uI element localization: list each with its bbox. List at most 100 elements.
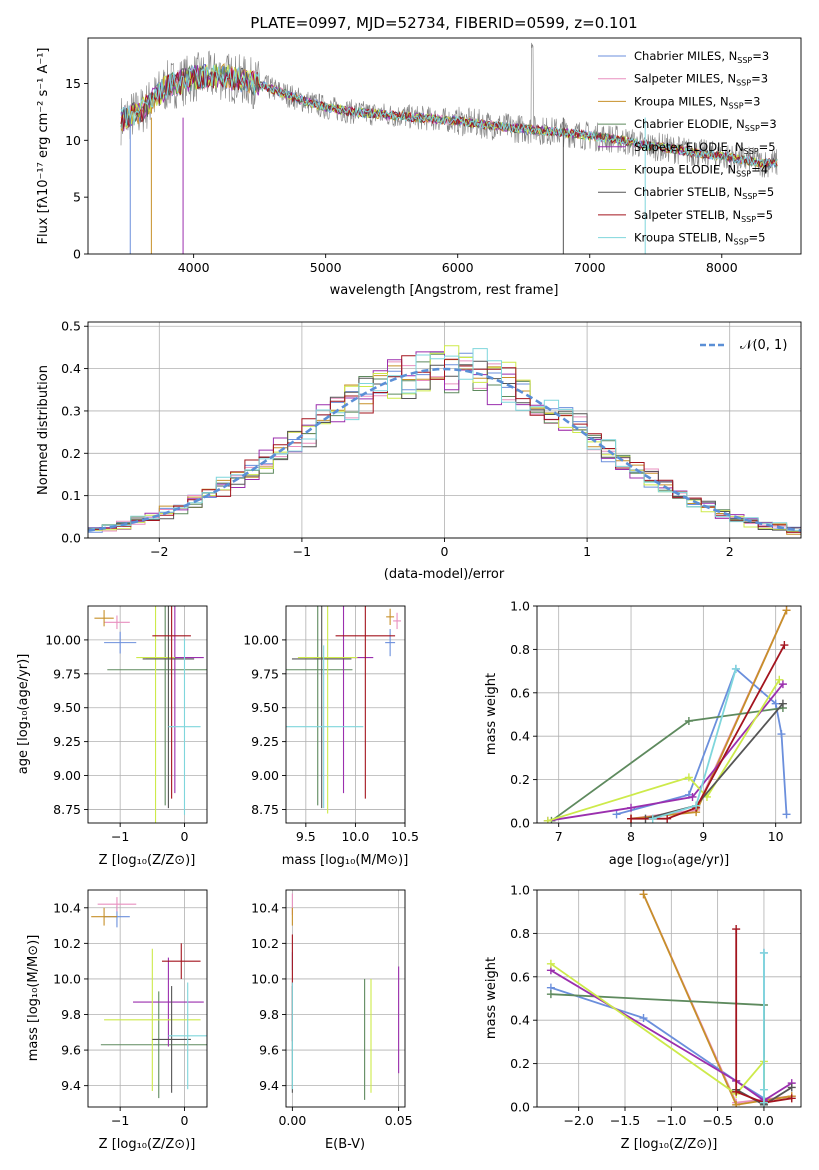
weight-marker: [732, 925, 741, 934]
legend-label-name: Kroupa STELIB, N: [634, 231, 734, 245]
legend-label-suffix: =5: [749, 231, 766, 245]
mass-extinction-x-label: E(B-V): [325, 1137, 365, 1152]
spectrum-panel: PLATE=0997, MJD=52734, FIBERID=0599, z=0…: [36, 14, 802, 298]
weight-marker: [782, 810, 791, 819]
y-tick-label: 0.2: [61, 446, 81, 461]
legend-label-name: Chabrier MILES, N: [634, 49, 737, 63]
weight-marker: [684, 773, 693, 782]
weight-marker: [648, 814, 657, 823]
legend-label-3: Kroupa MILES, NSSP=3: [634, 94, 760, 110]
weight-marker: [787, 1083, 796, 1092]
x-tick-label: −1: [293, 544, 311, 559]
legend-label-name: Kroupa ELODIE, N: [634, 163, 736, 177]
weight-age-y-label: mass weight: [484, 673, 499, 755]
x-tick-label: 4000: [178, 260, 210, 275]
y-tick-label: 0.4: [61, 361, 81, 376]
x-tick-label: 9: [699, 829, 707, 844]
y-tick-label: 5: [73, 190, 81, 205]
x-tick-label: 6000: [442, 260, 474, 275]
weight-marker: [782, 606, 791, 615]
age-vs-mass-panel: 9.5 10.0 10.5 8.75 9.00 9.25 9.50 9.75 10.00 mas…: [243, 605, 419, 868]
legend-label-9: Kroupa STELIB, NSSP=5: [634, 231, 765, 247]
legend-label-sub: SSP: [736, 170, 751, 179]
spectrum-x-label: wavelength [Angstrom, rest frame]: [330, 283, 559, 298]
x-tick-label: 0: [181, 829, 189, 844]
y-tick-label: 10.4: [251, 900, 279, 915]
legend-label-sub: SSP: [741, 215, 756, 224]
x-tick-label: 8: [627, 829, 635, 844]
age-vs-metallicity-panel: −1 0 8.75 9.00 9.25 9.50 9.75 10.00 Z [log₁₀(Z/…: [16, 605, 208, 868]
y-tick-label: 0.6: [510, 685, 530, 700]
weight-line-1: [616, 667, 788, 816]
weight-marker: [692, 801, 701, 810]
x-tick-label: 0: [441, 544, 449, 559]
y-tick-label: 9.4: [61, 1078, 81, 1093]
x-tick-label: 2: [726, 544, 734, 559]
mass-weight-vs-age-panel: 7 8 9 10 0.0 0.2 0.4 0.6 0.8 1.0 age [log₁₀(age/y…: [484, 599, 802, 868]
legend-label-name: Salpeter STELIB, N: [634, 208, 741, 222]
y-tick-label: 15: [65, 76, 81, 91]
legend-label-7: Chabrier STELIB, NSSP=5: [634, 185, 774, 201]
weight-marker: [775, 675, 784, 684]
weight-marker: [778, 680, 787, 689]
y-tick-label: 0.0: [61, 531, 81, 546]
weight-metallicity-y-label: mass weight: [484, 957, 499, 1039]
weight-marker: [663, 814, 672, 823]
weight-marker: [759, 1098, 768, 1107]
legend-label-6: Kroupa ELODIE, NSSP=4: [634, 163, 768, 179]
legend-label-suffix: =3: [760, 117, 777, 131]
weight-marker: [731, 664, 740, 673]
y-tick-label: 9.8: [259, 1007, 279, 1022]
x-tick-label: −2.0: [564, 1113, 594, 1128]
x-tick-label: 1: [583, 544, 591, 559]
y-tick-label: 0.8: [510, 926, 530, 941]
weight-line-8: [735, 929, 792, 1104]
mass-vs-metallicity-panel: −1 0 9.4 9.6 9.8 10.0 10.2 10.4 Z [log₁₀(Z/Z⊙)]…: [26, 889, 208, 1152]
legend-label-name: Salpeter MILES, N: [634, 72, 736, 86]
model-fit-line-9: [120, 65, 778, 169]
legend-label-sub: SSP: [745, 124, 760, 133]
y-tick-label: 0.3: [61, 403, 81, 418]
weight-marker: [612, 810, 621, 819]
mass-metallicity-x-label: Z [log₁₀(Z/Z⊙)]: [99, 1137, 196, 1152]
x-tick-label: −1: [111, 1113, 129, 1128]
x-tick-label: 7000: [574, 260, 606, 275]
histogram-y-label: Normed distribution: [36, 365, 51, 495]
x-tick-label: 10: [768, 829, 784, 844]
y-tick-label: 0.5: [61, 319, 81, 334]
weight-marker: [688, 792, 697, 801]
mass-metallicity-y-label: mass [log₁₀(M/M⊙)]: [26, 935, 41, 1062]
weight-marker: [684, 717, 693, 726]
x-tick-label: 0: [181, 1113, 189, 1128]
y-tick-label: 10.2: [251, 936, 279, 951]
y-tick-label: 0.8: [510, 642, 530, 657]
legend-label-8: Salpeter STELIB, NSSP=5: [634, 208, 773, 224]
legend-label-suffix: =5: [756, 208, 773, 222]
y-tick-label: 10: [65, 133, 81, 148]
weight-marker: [732, 1087, 741, 1096]
weight-marker: [639, 1014, 648, 1023]
y-tick-label: 9.75: [53, 666, 81, 681]
y-tick-label: 10.4: [53, 900, 81, 915]
age-metallicity-y-label: age [log₁₀(age/yr)]: [16, 654, 31, 775]
y-tick-label: 10.0: [53, 971, 81, 986]
legend-label-name: Chabrier STELIB, N: [634, 185, 742, 199]
legend-label-sub: SSP: [736, 79, 751, 88]
spectrum-y-label: Flux [fλ10⁻¹⁷ erg cm⁻² s⁻¹ A⁻¹]: [36, 48, 51, 245]
weight-marker: [639, 890, 648, 899]
x-tick-label: 0.0: [754, 1113, 774, 1128]
x-tick-label: 5000: [310, 260, 342, 275]
legend-label-suffix: =4: [751, 163, 768, 177]
y-tick-label: 9.8: [61, 1007, 81, 1022]
weight-marker: [627, 814, 636, 823]
weight-marker: [546, 990, 555, 999]
x-tick-label: −2: [150, 544, 168, 559]
normal-reference-legend-label: 𝒩(0, 1): [740, 338, 787, 353]
y-tick-label: 0.6: [510, 969, 530, 984]
legend-label-sub: SSP: [729, 101, 744, 110]
legend-label-1: Chabrier MILES, NSSP=3: [634, 49, 769, 65]
histogram-steps-9: [88, 348, 801, 531]
x-tick-label: 10.0: [341, 829, 369, 844]
y-tick-label: 1.0: [510, 599, 530, 614]
